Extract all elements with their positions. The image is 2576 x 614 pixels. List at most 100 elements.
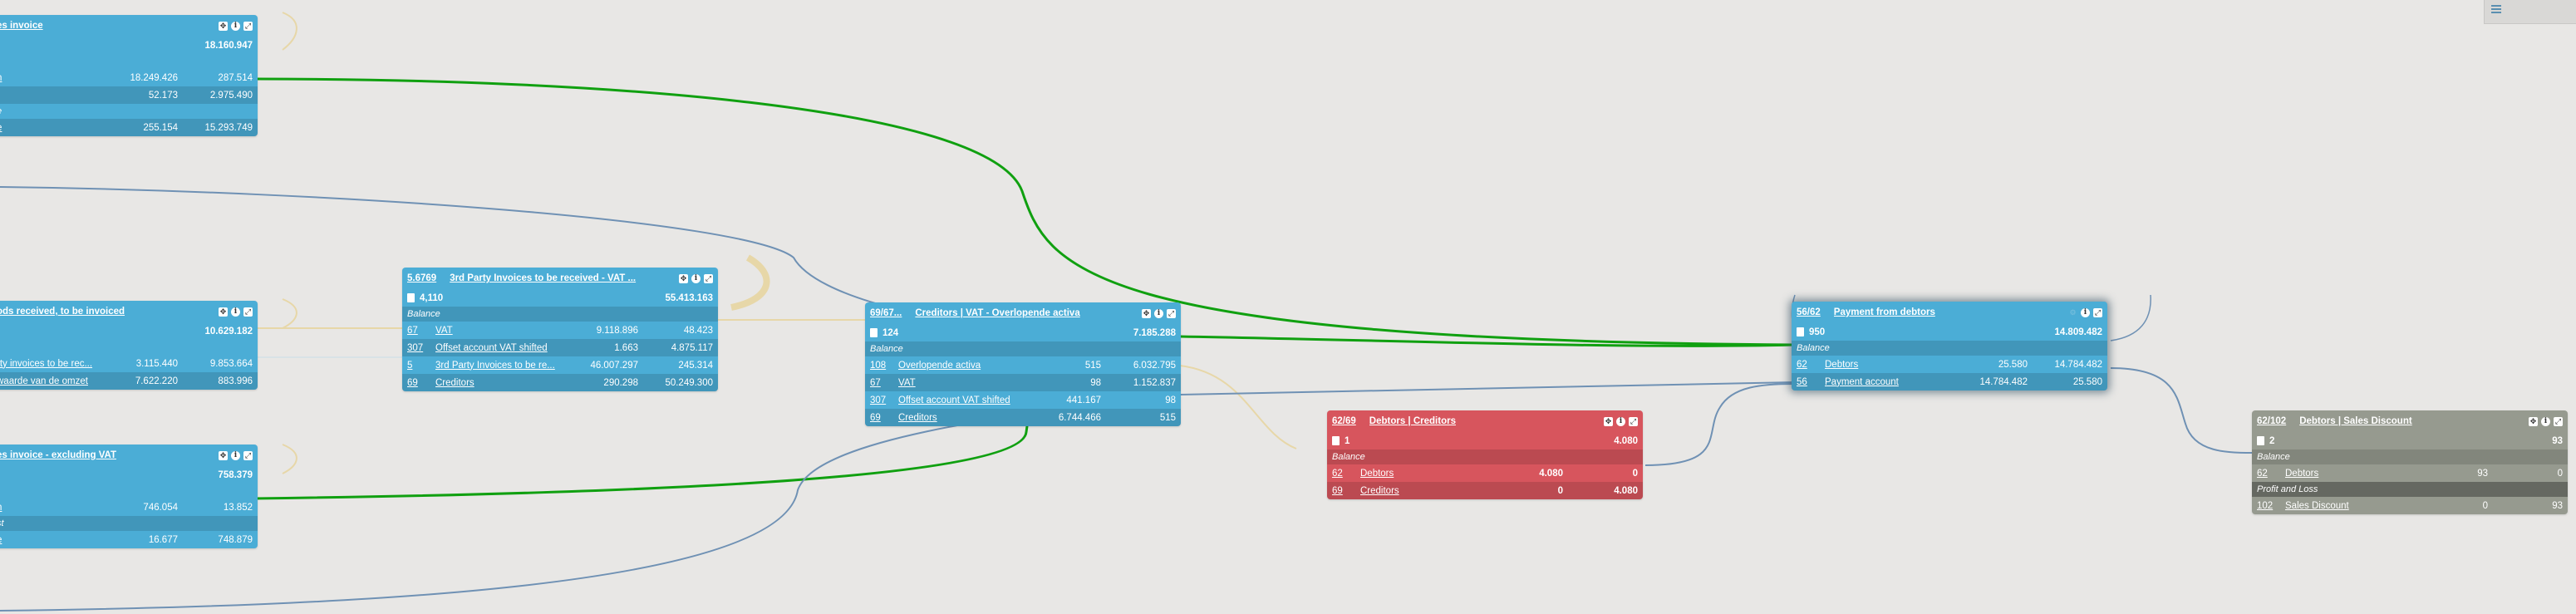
card-creditors-vat[interactable]: 69/67... Creditors | VAT - Overlopende a… xyxy=(865,302,1181,426)
section-balance: Balance xyxy=(1327,449,1643,464)
card-title[interactable]: Creditors | VAT - Overlopende activa xyxy=(915,308,1080,318)
table-row: 52.173 2.975.490 xyxy=(0,86,258,104)
expand-icon[interactable]: ⤢ xyxy=(704,273,713,283)
card-sales-invoice[interactable]: es invoice ✥ i ⤢ 18.160.947 n18.249.4262… xyxy=(0,15,258,136)
section-balance: Balance xyxy=(402,307,718,322)
expand-icon[interactable]: ⤢ xyxy=(243,21,253,31)
table-row: 69 Creditors 0 4.080 xyxy=(1327,482,1643,499)
link-blue xyxy=(1644,383,1796,466)
info-icon[interactable]: i xyxy=(231,307,240,317)
table-row: 307 Offset account VAT shifted 1.663 4.875.… xyxy=(402,339,718,356)
card-title[interactable]: Payment from debtors xyxy=(1833,307,1935,317)
card-summary-row: 10.629.182 xyxy=(204,326,253,336)
move-icon[interactable]: ✥ xyxy=(2529,416,2538,426)
card-code[interactable]: 62/102 xyxy=(2257,416,2287,426)
document-icon xyxy=(1332,436,1340,445)
info-icon[interactable]: i xyxy=(2541,416,2550,426)
card-summary-row: 1 4.080 xyxy=(1327,432,1643,449)
card-summary-row: 758.379 xyxy=(218,469,253,480)
move-icon[interactable]: ✥ xyxy=(219,450,228,460)
table-row: 307 Offset account VAT shifted 441.167 98 xyxy=(870,395,1176,405)
section-balance xyxy=(0,340,258,355)
table-row: 67 VAT 9.118.896 48.423 xyxy=(407,325,713,336)
expand-icon[interactable]: ⤢ xyxy=(2554,416,2563,426)
card-code[interactable]: 56/62 xyxy=(1797,307,1821,317)
toolbar-corner xyxy=(2484,0,2576,24)
card-payment-debtors[interactable]: 56/62 Payment from debtors ⚙ i ⤢ 950 14.8… xyxy=(1792,302,2107,391)
card-title[interactable]: ods received, to be invoiced xyxy=(0,307,125,317)
move-icon[interactable]: ✥ xyxy=(219,21,228,31)
link-green xyxy=(1179,335,1796,347)
section-balance xyxy=(0,54,258,69)
table-row: 102 Sales Discount 0 93 xyxy=(2257,500,2563,511)
section-balance: Balance xyxy=(2252,449,2568,464)
expand-icon[interactable]: ⤢ xyxy=(1167,308,1176,318)
card-title[interactable]: es invoice xyxy=(0,21,43,31)
card-title[interactable]: Debtors | Sales Discount xyxy=(2299,416,2412,426)
card-third-party-invoices[interactable]: 5.6769 3rd Party Invoices to be received… xyxy=(402,268,718,391)
table-row: st xyxy=(0,516,258,531)
info-icon[interactable]: i xyxy=(2081,307,2090,317)
table-row: 5 3rd Party Invoices to be re... 46.007.29… xyxy=(407,360,713,371)
link-blue xyxy=(1179,381,1796,395)
move-icon[interactable]: ✥ xyxy=(1142,308,1151,318)
move-icon[interactable]: ✥ xyxy=(219,307,228,317)
table-row: 62 Debtors 4.080 0 xyxy=(1332,468,1638,479)
card-header: 56/62 Payment from debtors ⚙ i ⤢ xyxy=(1792,302,2107,323)
section-balance: Balance xyxy=(1792,341,2107,356)
expand-icon[interactable]: ⤢ xyxy=(243,450,253,460)
table-row: e xyxy=(0,104,258,119)
move-icon[interactable]: ✥ xyxy=(679,273,688,283)
document-icon xyxy=(407,293,415,302)
link-icon[interactable]: ⚙ xyxy=(2069,307,2077,317)
table-row: rty invoices to be rec... 3.115.440 9.853.… xyxy=(0,358,253,369)
table-row: 62 Debtors 25.580 14.784.482 xyxy=(1797,359,2102,370)
info-icon[interactable]: i xyxy=(231,21,240,31)
card-header: 5.6769 3rd Party Invoices to be received… xyxy=(402,268,718,289)
document-icon xyxy=(870,328,878,337)
section-balance: Balance xyxy=(865,341,1181,356)
card-summary-row: 2 93 xyxy=(2252,432,2568,449)
move-icon[interactable]: ✥ xyxy=(1604,416,1613,426)
card-title[interactable]: es invoice - excluding VAT xyxy=(0,450,116,460)
table-row: 67 VAT 98 1.152.837 xyxy=(865,374,1181,391)
card-title[interactable]: Debtors | Creditors xyxy=(1369,416,1456,426)
menu-icon[interactable] xyxy=(2491,5,2501,15)
table-row: 108 Overlopende activa 515 6.032.795 xyxy=(870,360,1176,371)
link-beige xyxy=(282,298,297,329)
card-code[interactable]: 62/69 xyxy=(1332,416,1356,426)
card-header: 69/67... Creditors | VAT - Overlopende a… xyxy=(865,302,1181,324)
card-debtors-creditors[interactable]: 62/69 Debtors | Creditors ✥ i ⤢ 1 4.080 B… xyxy=(1327,410,1643,499)
info-icon[interactable]: i xyxy=(231,450,240,460)
card-header: ods received, to be invoiced ✥ i ⤢ xyxy=(0,301,258,322)
card-code[interactable]: 5.6769 xyxy=(407,273,437,283)
link-blue xyxy=(2110,294,2151,341)
card-summary-row: 950 14.809.482 xyxy=(1792,323,2107,341)
link-beige xyxy=(282,12,297,51)
card-sales-excl-vat[interactable]: es invoice - excluding VAT ✥ i ⤢ 758.379… xyxy=(0,445,258,548)
expand-icon[interactable]: ⤢ xyxy=(243,307,253,317)
table-row: 62 Debtors 93 0 xyxy=(2257,468,2563,479)
info-icon[interactable]: i xyxy=(1616,416,1625,426)
expand-icon[interactable]: ⤢ xyxy=(1629,416,1638,426)
card-code[interactable]: 69/67... xyxy=(870,308,902,318)
document-icon xyxy=(2257,436,2264,445)
table-row: waarde van de omzet 7.622.220 883.996 xyxy=(0,372,258,390)
info-icon[interactable]: i xyxy=(691,273,701,283)
card-summary-row: 4,110 55.413.163 xyxy=(402,289,718,307)
card-header: 62/102 Debtors | Sales Discount ✥ i ⤢ xyxy=(2252,410,2568,432)
expand-icon[interactable]: ⤢ xyxy=(2093,307,2102,317)
card-goods-received[interactable]: ods received, to be invoiced ✥ i ⤢ 10.62… xyxy=(0,301,258,390)
info-icon[interactable]: i xyxy=(1154,308,1163,318)
document-icon xyxy=(1797,327,1804,336)
card-title[interactable]: 3rd Party Invoices to be received - VAT … xyxy=(450,273,637,283)
section-balance xyxy=(0,484,258,499)
link-beige xyxy=(282,444,297,474)
table-row: 69 Creditors 6.744.466 515 xyxy=(865,409,1181,426)
